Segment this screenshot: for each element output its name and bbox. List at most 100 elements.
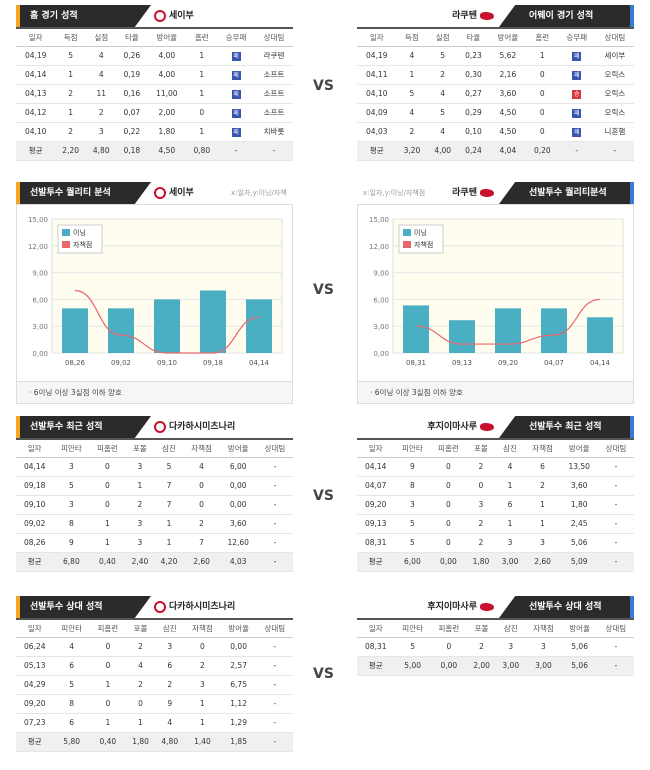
table-cell: 04,19 xyxy=(357,46,397,66)
table-cell: 1 xyxy=(89,675,126,695)
table-cell: 0 xyxy=(89,656,126,676)
average-cell: 4,80 xyxy=(85,141,117,161)
table-cell: 4 xyxy=(85,65,117,85)
table-cell: 04,12 xyxy=(16,103,56,123)
average-cell: - xyxy=(256,552,293,572)
table-cell: 0,16 xyxy=(116,84,148,104)
quality-analysis-left: 선발투수 퀄리티 분석 세이부 x:일자,y:이닝/자책점 0,00 3,00 6,… xyxy=(16,182,293,404)
chart-svg: 0,00 3,00 6,00 9,00 12,00 15,00 08,31 09,13 09,2… xyxy=(369,216,624,367)
panel-title: 선발투수 최근 성적 xyxy=(16,416,151,438)
table-cell: 1 xyxy=(524,495,561,515)
table-row: 04,14 9 0 2 4 6 13,50- xyxy=(357,457,634,477)
table-cell: 라쿠텐 xyxy=(255,46,293,66)
panel-header: 홈 경기 성적 세이부 xyxy=(16,5,293,27)
table-cell: 7 xyxy=(154,495,184,515)
average-cell: - xyxy=(255,141,293,161)
table-cell: - xyxy=(597,457,634,477)
y-tick-label: 3,00 xyxy=(373,323,389,331)
table-cell: 1 xyxy=(495,514,525,534)
chart-svg: 0,00 3,00 6,00 9,00 12,00 15,00 08,26 09,02 09,1… xyxy=(28,216,283,367)
x-tick-label: 09,20 xyxy=(498,359,518,367)
average-cell: 5,00 xyxy=(394,656,431,676)
table-cell: 2 xyxy=(125,495,155,515)
table-cell: 패 xyxy=(557,122,596,142)
y-tick-label: 15,00 xyxy=(28,216,48,224)
table-cell: 1 xyxy=(186,46,218,66)
x-tick-label: 04,14 xyxy=(590,359,611,367)
table-cell: 04,19 xyxy=(16,46,56,66)
table-cell: 1 xyxy=(186,84,218,104)
column-header: 자책점 xyxy=(183,439,220,458)
bar-innings xyxy=(246,299,272,353)
table-cell: 0 xyxy=(430,533,467,553)
team-logo-icon xyxy=(480,602,494,611)
team-logo-icon xyxy=(480,188,494,197)
vs-label: VS xyxy=(313,666,334,682)
team-name: 라쿠텐 xyxy=(452,182,494,204)
table-cell: 5 xyxy=(55,46,86,66)
table-cell: 6,75 xyxy=(220,675,257,695)
table-cell: 1 xyxy=(184,713,221,733)
column-header: 상대팀 xyxy=(597,439,634,458)
average-cell: - xyxy=(597,656,634,676)
column-header: 승무패 xyxy=(217,28,256,47)
result-badge: 승 xyxy=(572,89,582,99)
column-header: 방어율 xyxy=(220,619,257,638)
table-cell: 3 xyxy=(184,675,221,695)
table-cell: 0 xyxy=(526,65,558,85)
average-cell: 평균 xyxy=(357,552,395,572)
table-cell: 4 xyxy=(396,103,428,123)
column-header: 피홈런 xyxy=(89,619,126,638)
table-cell: 1 xyxy=(495,476,525,496)
table-cell: 5 xyxy=(396,84,428,104)
table-cell: 2 xyxy=(427,65,459,85)
quality-chart: 0,00 3,00 6,00 9,00 12,00 15,00 08,26 09,02 09,1… xyxy=(16,204,293,404)
table-cell: 3 xyxy=(524,533,561,553)
table-cell: 2 xyxy=(466,533,496,553)
table-cell: 9 xyxy=(53,533,90,553)
table-cell: 1 xyxy=(125,476,155,496)
table-cell: 4 xyxy=(155,713,185,733)
table-cell: 7 xyxy=(183,533,220,553)
vs-label: VS xyxy=(313,78,334,94)
legend-label-earned-runs: 자책점 xyxy=(73,240,92,249)
average-cell: 평균 xyxy=(16,141,56,161)
table-cell: 09,20 xyxy=(357,495,395,515)
table-cell: 5 xyxy=(427,103,459,123)
team-name: 세이부 xyxy=(154,182,194,204)
column-header: 득점 xyxy=(55,28,86,47)
table-cell: 패 xyxy=(217,46,256,66)
table-cell: 0 xyxy=(89,637,126,657)
column-header: 삼진 xyxy=(495,439,525,458)
column-header: 일자 xyxy=(357,619,395,638)
bar-innings xyxy=(449,320,475,353)
team-logo-icon xyxy=(154,9,166,22)
table-cell: 9 xyxy=(155,694,185,714)
column-header: 일자 xyxy=(16,439,54,458)
column-header: 타율 xyxy=(116,28,148,47)
table-cell: 0,00 xyxy=(219,495,257,515)
table-cell: 04,14 xyxy=(16,457,54,477)
table-cell: 1 xyxy=(396,65,428,85)
panel-title: 선발투수 상대 성적 xyxy=(499,596,634,618)
table-cell: 3 xyxy=(496,637,526,657)
bar-innings xyxy=(587,317,613,353)
table-cell: 7 xyxy=(154,476,184,496)
average-cell: - xyxy=(597,552,634,572)
y-tick-label: 0,00 xyxy=(32,350,48,358)
table-cell: 05,13 xyxy=(16,656,54,676)
table-cell: 5,06 xyxy=(560,533,598,553)
table-cell: 1 xyxy=(89,713,126,733)
starter-vs-left: 선발투수 상대 성적 다카하시미츠나리 일자 피안타 피홈런 포볼 삼진 자책점 방어율 상대… xyxy=(16,596,293,752)
table-row: 04,10 2 3 0,22 1,80 1 패 치바롯 xyxy=(16,122,293,142)
y-tick-label: 9,00 xyxy=(32,270,48,278)
table-cell: 3 xyxy=(525,637,562,657)
average-row: 평균 5,80 0,40 1,80 4,80 1,40 1,85- xyxy=(16,732,293,752)
result-badge: 패 xyxy=(231,70,241,80)
table-cell: 0,10 xyxy=(458,122,489,142)
table-cell: 치바롯 xyxy=(255,122,293,142)
table-cell: 승 xyxy=(557,84,596,104)
away-record-table: 일자 득점 실점 타율 방어율 홈런 승무패 상대팀 04,19 4 5 0,23 5,62 1 패 세이부 0… xyxy=(357,27,634,161)
table-cell: 1 xyxy=(526,46,558,66)
table-cell: 1 xyxy=(524,514,561,534)
